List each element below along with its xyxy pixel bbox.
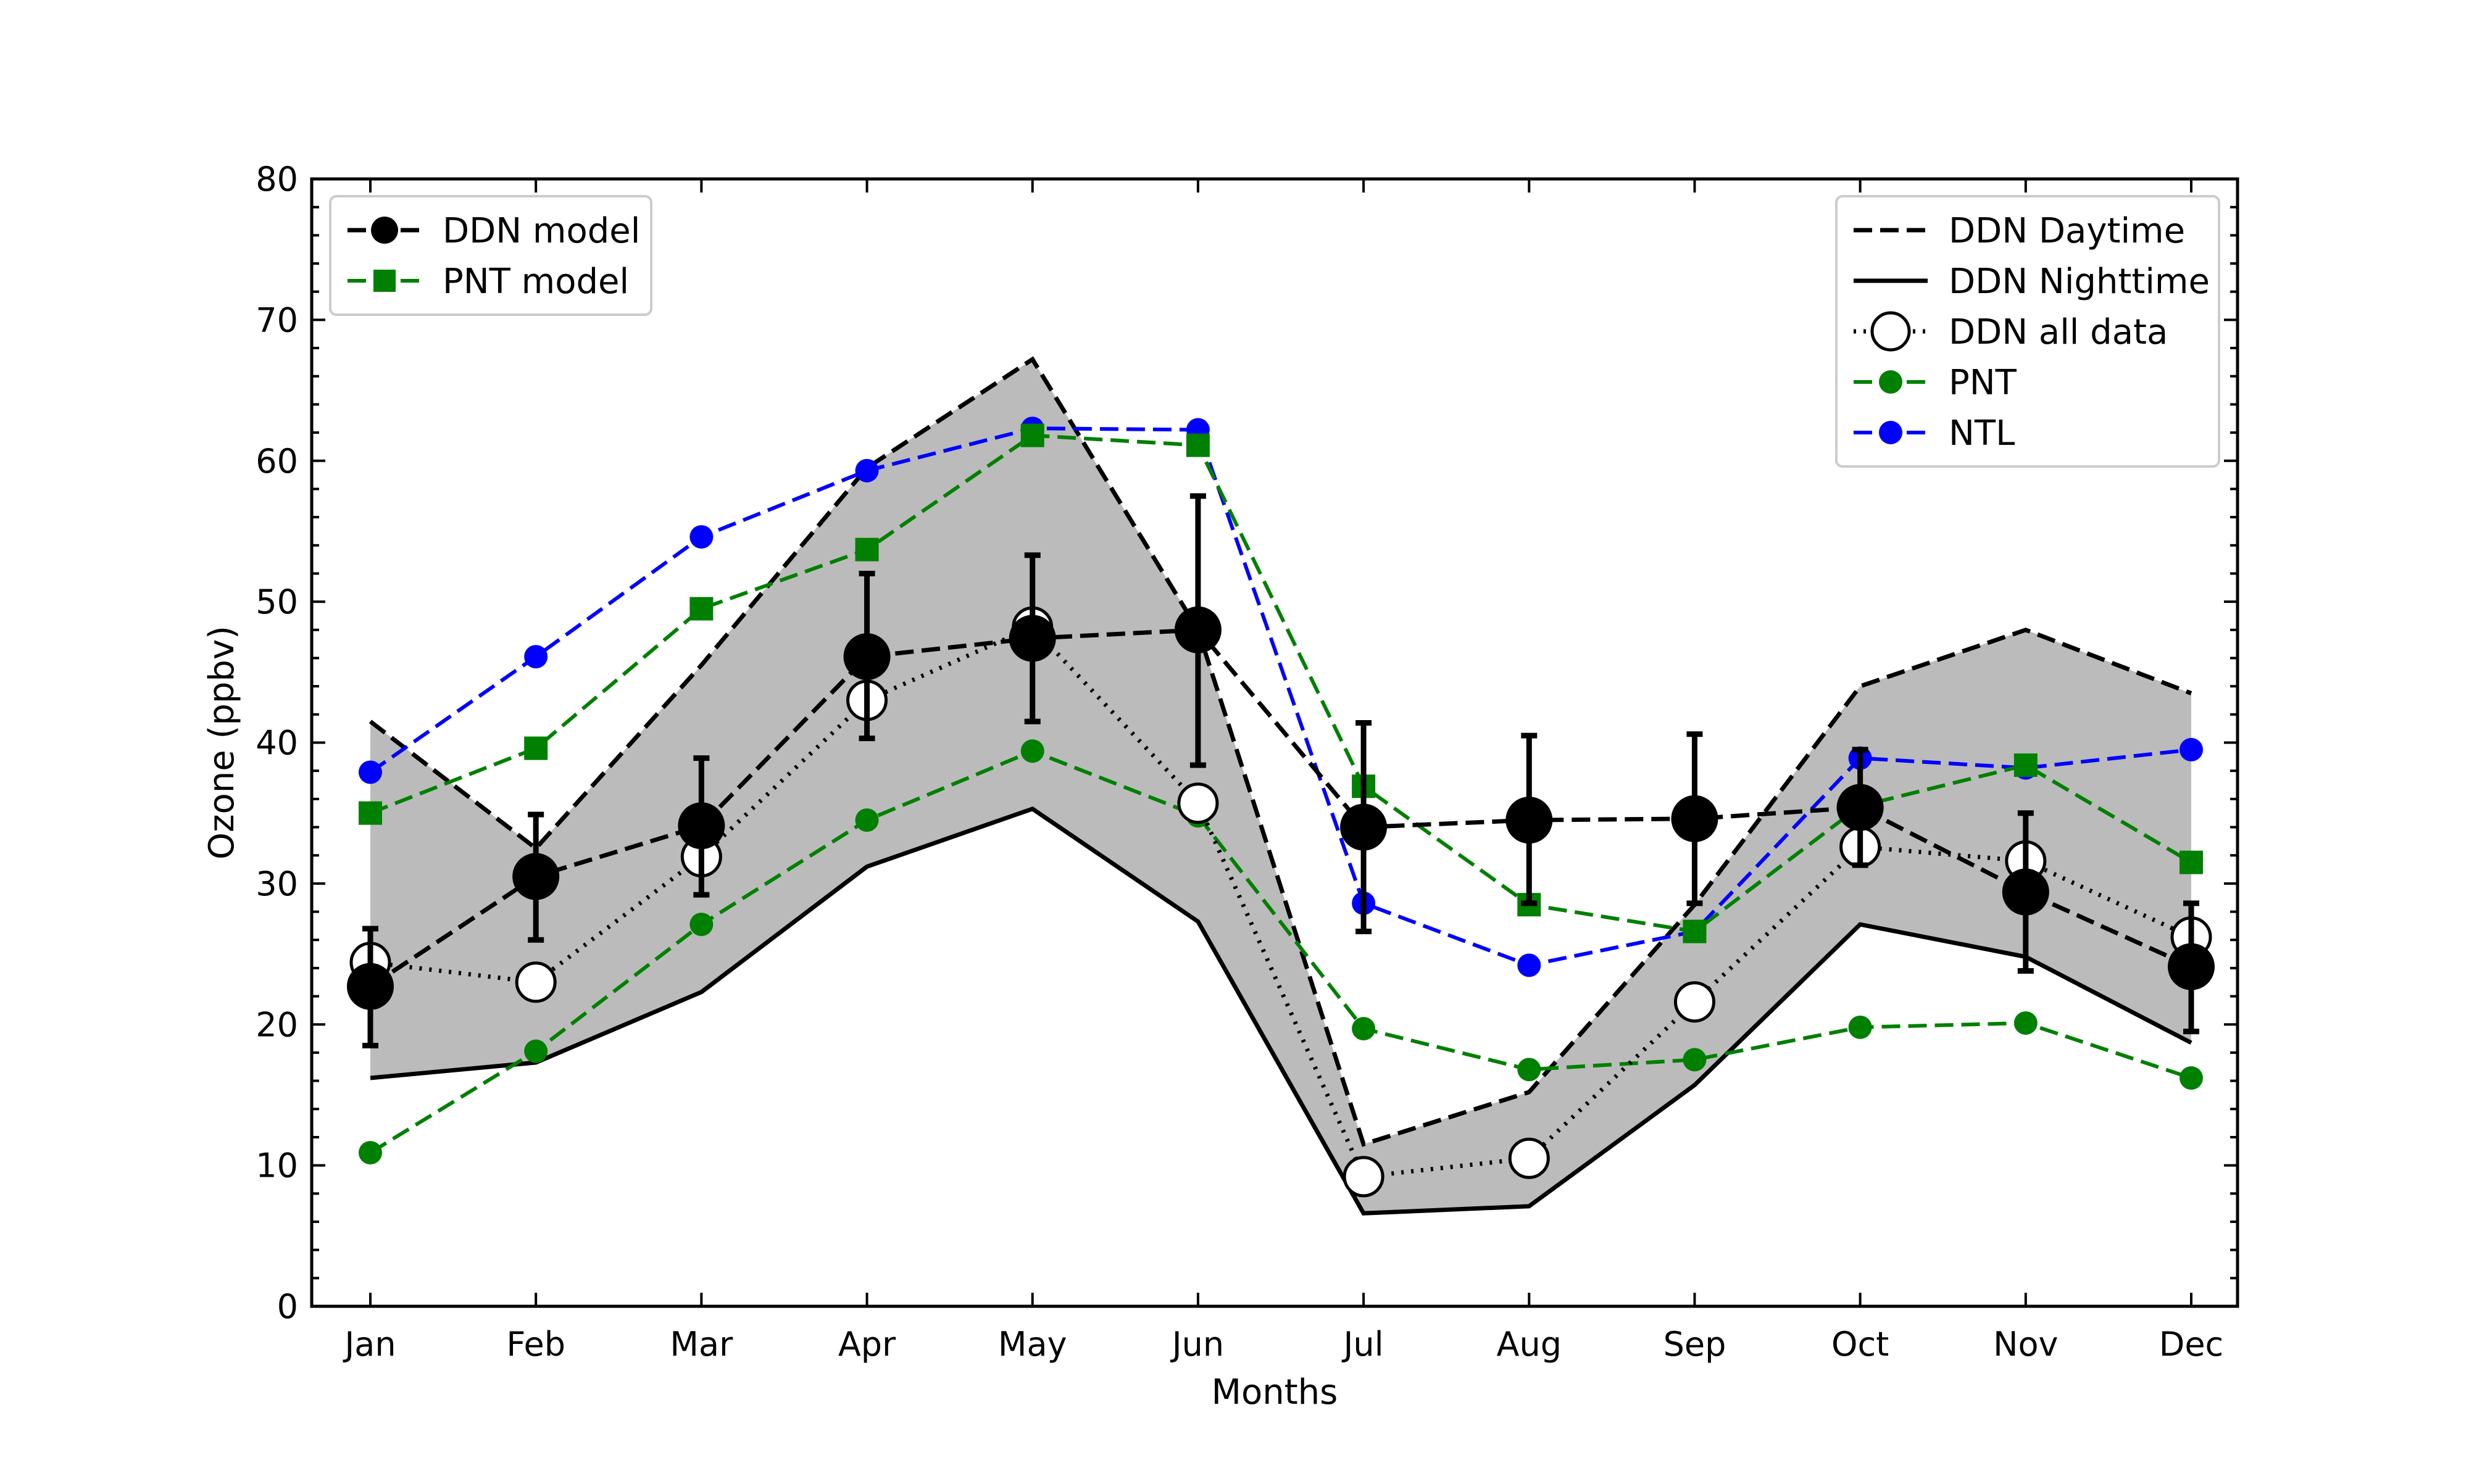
series-ntl-point [359,760,382,784]
series-pnt-point [2180,1066,2203,1090]
legend-pnt-model-label: PNT model [443,262,629,302]
series-ddn-model-point [678,802,725,850]
series-ntl-line [369,426,2192,968]
series-pnt-model-point [359,801,382,825]
y-tick-label: 60 [256,442,298,481]
series-ntl-point [689,525,714,549]
series-pnt-point [1352,1017,1376,1041]
series-pnt-point [1683,1048,1707,1072]
series-ddn-all-data-point [1673,981,1715,1023]
series-pnt-model-point [2180,850,2203,874]
x-axis-label: Months [1212,1372,1338,1412]
series-ddn-all-data-point [1343,1156,1384,1198]
series-pnt-model-point [1020,423,1044,447]
legend-right-box [1835,195,2220,468]
x-tick-label-mar: Mar [670,1325,733,1364]
x-tick-label-sep: Sep [1663,1325,1726,1364]
series-ddn-model-line [369,628,2192,989]
legend-ntl-swatch-marker [1879,421,1902,444]
y-tick-label: 0 [277,1287,298,1326]
series-pnt-model-line [369,433,2192,934]
legend-pnt-swatch-marker [1879,370,1902,394]
series-ddn-all-data-point [1508,1137,1550,1179]
series-ntl-point [2180,737,2203,761]
x-tick-label-nov: Nov [1993,1325,2058,1364]
series-ddn-model-point [1174,606,1222,653]
legend-right: DDN Daytime DDN Nighttime DDN all data PNT N… [1835,195,2220,468]
legend-ntl-label: NTL [1949,413,2015,454]
legend-ddn-daytime-label: DDN Daytime [1949,211,2185,251]
series-ddn-nighttime-line [370,806,2192,1216]
x-tick-label-apr: Apr [838,1325,896,1364]
series-ddn-model-point [1505,797,1553,844]
series-ddn-model-point [1671,795,1718,842]
series-ddn-model-point [2002,868,2049,916]
series-pnt-model-point [1683,919,1707,943]
legend-pnt-model-swatch-marker [373,270,396,292]
legend-ddn-all-data-swatch-marker [1870,311,1911,352]
x-tick-label-oct: Oct [1831,1325,1889,1364]
series-ddn-model-point [1340,803,1388,851]
series-pnt-point [524,1039,548,1063]
series-pnt-model-point [524,736,548,760]
y-tick-label: 40 [256,724,298,763]
series-pnt-point [359,1141,382,1165]
day-night-band [370,359,2191,1214]
x-tick-label-jun: Jun [1170,1325,1224,1364]
y-tick-label: 30 [256,864,298,903]
x-tick-label-jul: Jul [1342,1325,1384,1364]
legend-ddn-nighttime-label: DDN Nighttime [1949,262,2210,302]
series-pnt-point [1848,1015,1872,1039]
series-ddn-model-point [512,853,560,900]
x-tick-label-may: May [998,1325,1067,1364]
series-ntl-point [855,458,879,483]
x-tick-label-jan: Jan [343,1325,396,1364]
y-tick-label: 10 [256,1146,298,1185]
series-pnt-model-point [689,597,714,621]
legend-left-box [329,195,652,316]
series-pnt-point [1020,739,1044,763]
series-pnt-point [2013,1011,2038,1035]
series-pnt-model-point [2013,753,2038,777]
series-pnt-point [1517,1058,1541,1082]
series-ddn-model-point [1836,784,1884,831]
y-tick-label: 80 [256,160,298,199]
legend-pnt-label: PNT [1949,363,2017,403]
series-ddn-model-point [347,963,394,1010]
series-ntl-point [524,645,548,669]
series-ddn-model-point [1009,615,1056,662]
x-tick-label-dec: Dec [2159,1325,2224,1364]
series-pnt-model-point [1186,433,1210,457]
x-tick-label-feb: Feb [506,1325,565,1364]
series-pnt-point [855,808,879,832]
y-tick-label: 50 [256,582,298,621]
series-ddn-model-point [843,633,891,681]
series-ddn-all-data-point [515,961,557,1003]
y-tick-label: 20 [256,1005,298,1044]
series-ddn-daytime-line [368,356,2192,1147]
y-axis-label: Ozone (ppbv) [202,626,242,860]
series-pnt-line [369,748,2192,1154]
x-tick-label-aug: Aug [1497,1325,1562,1364]
legend-ddn-all-data-label: DDN all data [1949,312,2168,352]
series-ddn-all-data-point [1177,782,1219,824]
series-ddn-model-point [2168,943,2215,990]
legend-ddn-model-label: DDN model [443,211,640,251]
legend-left: DDN model PNT model [329,195,652,316]
y-tick-label: 70 [256,301,298,339]
series-pnt-point [689,913,714,937]
axes-layer: 0 10 20 30 40 50 60 70 80 Jan Feb Mar Apr May Jun Jul Au… [256,160,2239,1364]
legend-ddn-model-swatch-marker [371,217,398,244]
series-pnt-model-point [855,537,879,562]
band-layer [370,359,2191,1214]
series-layer [347,356,2215,1216]
series-ntl-point [1517,953,1541,977]
